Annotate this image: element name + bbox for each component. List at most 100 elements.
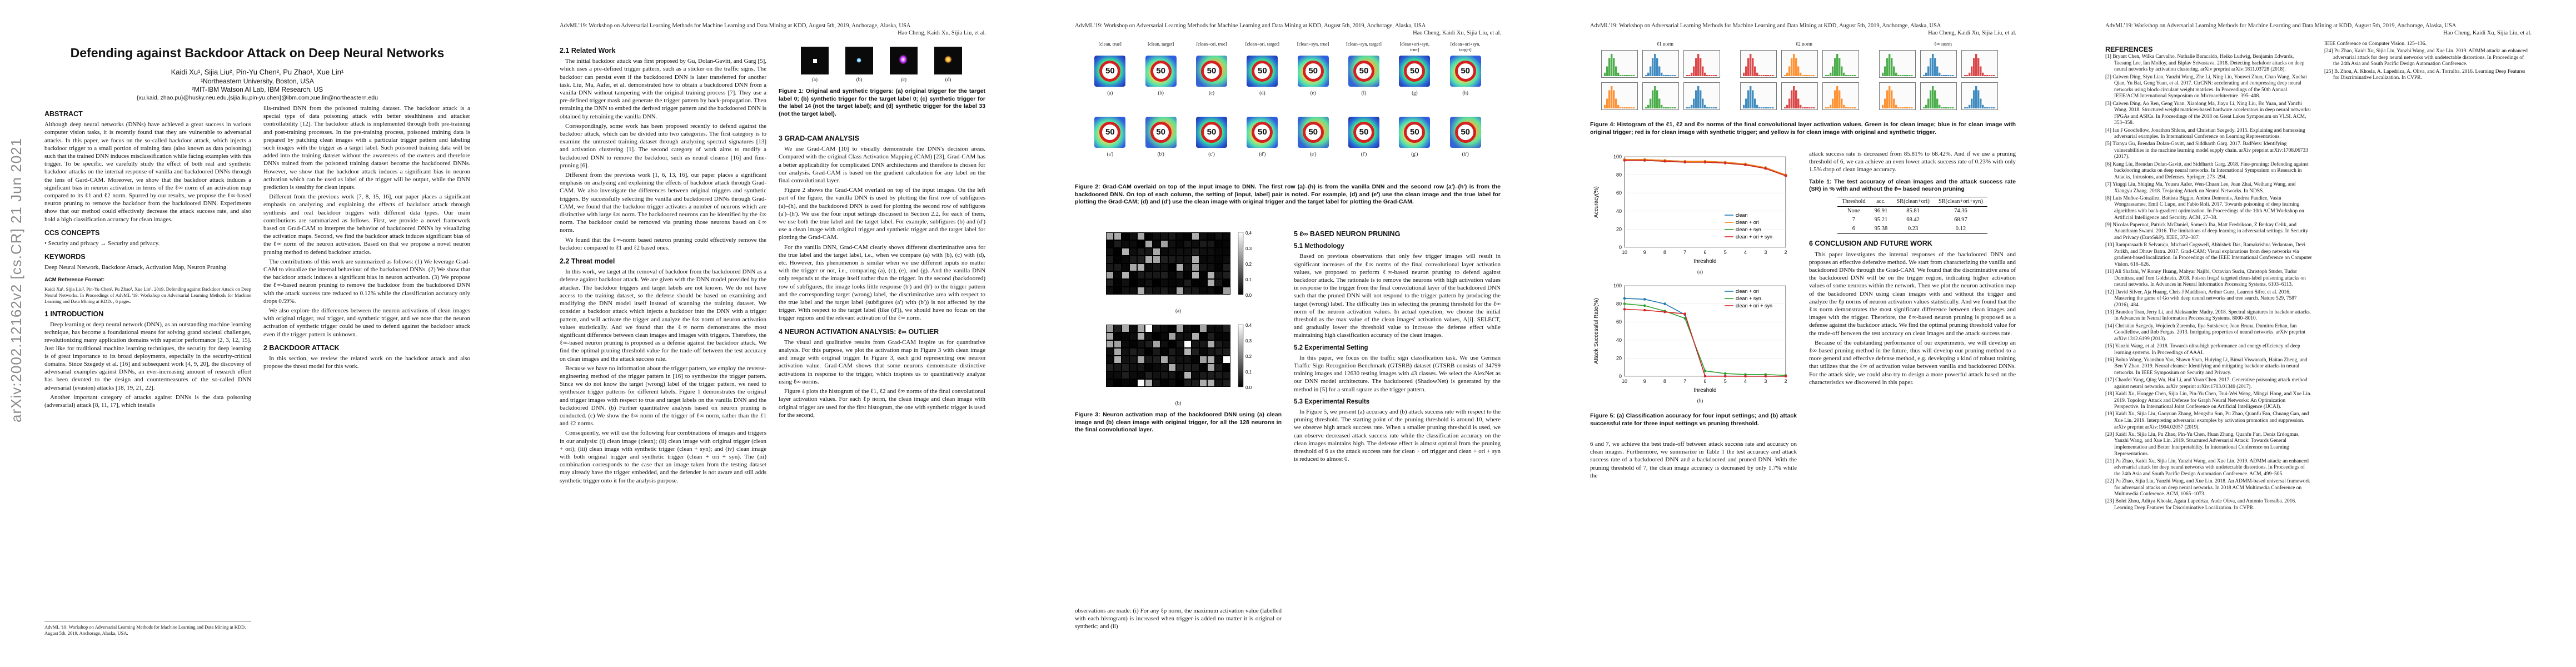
reference-item: [24] Pu Zhao, Kaidi Xu, Sijia Liu, Yanzh… [2324, 48, 2528, 67]
activation-cell [1107, 341, 1113, 347]
abstract-text: Although deep neural networks (DNNs) hav… [44, 121, 251, 223]
table-cell: 0.12 [1934, 225, 1987, 235]
section-heading: ABSTRACT [44, 110, 83, 118]
x-tick-label: 6 [1703, 250, 1706, 255]
table-cell: 74.36 [1954, 207, 1967, 214]
data-point [1723, 372, 1727, 375]
figure-caption: Figure 1: Original and synthetic trigger… [779, 88, 985, 117]
histogram-bar [1982, 104, 1984, 108]
activation-cell [1215, 349, 1222, 355]
results-table: Threshold acc. SR(clean+ori) SR(clean+or… [1837, 196, 1987, 235]
reference-item: [10] Ramprasaath R Selvaraju, Michael Co… [2105, 242, 2312, 267]
activation-cell [1184, 380, 1191, 386]
histogram-bar [1706, 107, 1708, 108]
activation-cell [1122, 287, 1129, 294]
activation-cell [1145, 333, 1152, 340]
histogram-bar [1615, 98, 1617, 108]
references-right-column: IEEE Conference on Computer Vision. 125–… [2324, 41, 2531, 82]
histogram-bar [1900, 75, 1902, 76]
histogram-bar [1695, 90, 1697, 108]
x-axis-label: threshold [1693, 387, 1716, 394]
histogram-bar [1628, 75, 1631, 76]
histogram-bar [1909, 107, 1911, 108]
table-cell: 0.23 [1892, 225, 1934, 235]
activation-cell [1192, 333, 1199, 340]
gradcam-overlay-image: 50 [1399, 117, 1431, 148]
data-point [1663, 160, 1666, 163]
data-point [1623, 297, 1626, 300]
activation-cell [1169, 287, 1175, 294]
speed-limit-sign-icon: 50 [1353, 61, 1374, 82]
activation-cell [1107, 233, 1113, 240]
histogram-bar [1947, 75, 1950, 76]
data-point [1663, 302, 1666, 305]
subfigure-label: (e') [1309, 151, 1317, 157]
activation-cell [1130, 256, 1137, 263]
histogram-bar [1964, 107, 1966, 108]
section-heading: 2 BACKDOOR ATTACK [263, 344, 340, 352]
activation-cell [1145, 287, 1152, 294]
histogram-bar [1852, 75, 1854, 76]
figure-3-activation-maps: 0.4 0.3 0.2 0.1 0.0 (a) 0.4 0.3 0.2 0.1 0.0 (b) [1075, 225, 1282, 408]
trigger-image [801, 47, 829, 74]
table-cell: 68.42 [1906, 217, 1920, 223]
activation-cell [1200, 380, 1207, 386]
activation-cell [1122, 280, 1129, 286]
histogram-bar [1800, 104, 1802, 108]
activation-cell [1145, 256, 1152, 263]
figure-caption: Figure 2: Grad-CAM overlaid on top of th… [1075, 183, 1501, 205]
running-header: AdvML’19: Workshop on Adversarial Learni… [560, 22, 986, 36]
histogram-panel [1642, 82, 1679, 110]
data-point [1764, 167, 1767, 170]
running-header-venue: AdvML’19: Workshop on Adversarial Learni… [560, 23, 911, 29]
histogram-bar [1966, 75, 1969, 76]
activation-cell [1177, 280, 1183, 286]
histogram-group-title: ℓ2 norm [1795, 41, 1813, 47]
section-heading: 2.2 Threat model [560, 257, 615, 266]
activation-cell [1153, 341, 1160, 347]
reference-item: IEEE Conference on Computer Vision. 125–… [2324, 41, 2426, 47]
histogram-bar [1882, 104, 1884, 108]
histogram-bar [1941, 75, 1943, 76]
histogram-bar [1802, 107, 1804, 108]
histogram-panel [1601, 50, 1638, 78]
y-tick-label: 40 [1616, 337, 1622, 343]
histogram-bar [1622, 75, 1624, 76]
histogram-bar [1806, 75, 1808, 76]
histogram-bar [1770, 107, 1772, 108]
histogram-bar [1661, 72, 1663, 76]
activation-cell [1169, 349, 1175, 355]
activation-cell [1215, 256, 1222, 263]
section-heading: 3 GRAD-CAM ANALYSIS [779, 135, 859, 142]
paper-page-1: arXiv:2002.12162v2 [cs.CR] 21 Jun 2021 D… [0, 0, 515, 667]
keywords-text: Deep Neural Network, Backdoor Attack, Ac… [44, 264, 227, 271]
paragraph: Another important category of attacks ag… [44, 394, 251, 409]
histogram-bar [1909, 75, 1911, 76]
histogram-bar [1772, 75, 1774, 76]
activation-cell [1114, 333, 1121, 340]
histogram-bar [1943, 107, 1945, 108]
histogram-bar [1950, 75, 1952, 76]
reference-item: [17] Chaofei Yang, Qing Wu, Hai Li, and … [2105, 377, 2308, 390]
subfigure-label: (a) [1697, 269, 1703, 275]
activation-cell [1138, 364, 1144, 371]
histogram-bar [1702, 98, 1704, 108]
gradcam-overlay-image: 50 [1145, 56, 1177, 87]
activation-cell [1130, 341, 1137, 347]
activation-cell [1215, 287, 1222, 294]
x-tick-label: 7 [1683, 379, 1686, 384]
histogram-bar [1834, 90, 1836, 108]
histogram-bar [1608, 58, 1611, 76]
author-block: Kaidi Xu¹, Sijia Liu², Pin-Yu Chen², Pu … [44, 68, 470, 102]
gradcam-overlay-image: 50 [1399, 56, 1431, 87]
histogram-bar [1804, 107, 1806, 108]
activation-cell [1169, 356, 1175, 363]
histogram-panel [1961, 50, 1998, 78]
activation-cell [1153, 349, 1160, 355]
histogram-bar [1613, 90, 1615, 108]
activation-cell [1223, 364, 1230, 371]
histogram-bar [1608, 90, 1611, 108]
activation-cell [1223, 341, 1230, 347]
histogram-bar [1850, 75, 1852, 76]
histogram-bar [1793, 54, 1795, 76]
